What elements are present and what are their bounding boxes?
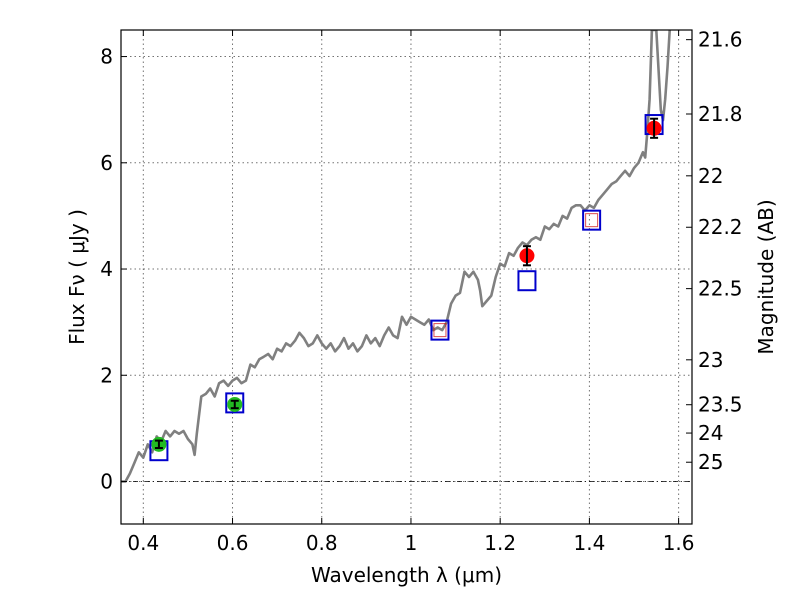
mag-tick-label: 22.5 xyxy=(698,277,743,301)
model-photometry-square xyxy=(582,209,602,231)
x-tick-label: 1 xyxy=(405,531,418,555)
mag-tick-label: 22.2 xyxy=(698,215,743,239)
x-tick-label: 1.6 xyxy=(663,531,695,555)
x-axis-title: Wavelength λ (μm) xyxy=(311,563,502,587)
x-tick-label: 0.6 xyxy=(217,531,249,555)
model-photometry-square xyxy=(225,392,245,414)
y-tick-label: 6 xyxy=(100,151,113,175)
grid xyxy=(121,30,692,524)
mag-tick-label: 21.6 xyxy=(698,28,743,52)
mag-tick-label: 23 xyxy=(698,348,723,372)
template-spectrum xyxy=(121,30,671,483)
mag-tick-label: 21.8 xyxy=(698,102,743,126)
data-markers xyxy=(149,114,664,462)
y-axis-title: Flux Fν ( μJy ) xyxy=(65,209,89,345)
mag-tick-label: 23.5 xyxy=(698,393,743,417)
inner-square-marker xyxy=(433,323,447,338)
mag-tick-label: 22 xyxy=(698,164,723,188)
mag-tick-label: 24 xyxy=(698,421,723,445)
model-photometry-square xyxy=(517,270,537,292)
x-tick-label: 0.8 xyxy=(306,531,338,555)
y-tick-label: 2 xyxy=(100,363,113,387)
x-tick-label: 1.2 xyxy=(484,531,516,555)
y-tick-label: 4 xyxy=(100,257,113,281)
y-tick-label: 8 xyxy=(100,45,113,69)
x-tick-label: 1.4 xyxy=(573,531,605,555)
spectrum-line xyxy=(121,30,671,483)
inner-square-marker xyxy=(585,213,599,228)
y-tick-label: 0 xyxy=(100,470,113,494)
axis-ticks: 0.4 0.6 0.8 1 1.2 1.4 1.60246821.621.82222.222… xyxy=(100,28,742,555)
plot-frame xyxy=(120,29,693,525)
mag-tick-label: 25 xyxy=(698,450,723,474)
x-tick-label: 0.4 xyxy=(127,531,159,555)
right-axis-title: Magnitude (AB) xyxy=(754,199,778,354)
model-photometry-square xyxy=(430,319,450,341)
